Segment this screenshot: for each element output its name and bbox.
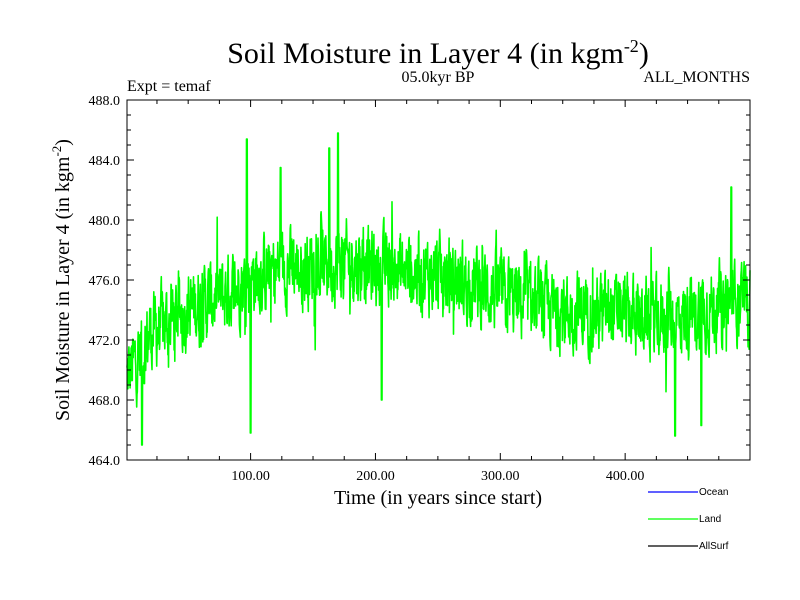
x-axis-label: Time (in years since start) [334,487,542,509]
y-tick-label: 468.0 [89,394,121,409]
y-tick-label: 484.0 [89,154,121,169]
series-land-line [126,132,751,446]
subtitle-experiment: Expt = temaf [127,78,211,95]
subtitle-period: 05.0kyr BP [402,69,475,86]
y-axis-label: Soil Moisture in Layer 4 (in kgm-2) [49,139,74,421]
x-tick-label: 300.00 [481,469,520,484]
legend-label-land: Land [699,514,721,525]
legend: Ocean Land AllSurf [648,487,729,552]
y-tick-label: 488.0 [89,94,121,109]
legend-label-ocean: Ocean [699,487,728,498]
subtitle-months: ALL_MONTHS [643,69,750,86]
legend-label-allsurf: AllSurf [699,541,729,552]
y-tick-label: 476.0 [89,274,121,289]
x-tick-label: 200.00 [356,469,395,484]
axis-ticks: 464.0 468.0 472.0 476.0 480.0 484.0 488.0 100.0… [89,94,750,484]
x-tick-label: 100.00 [231,469,270,484]
y-tick-label: 472.0 [89,334,121,349]
series-layer [126,132,751,446]
x-tick-label: 400.00 [606,469,645,484]
chart-title: Soil Moisture in Layer 4 (in kgm-2) [227,36,649,70]
y-tick-label: 480.0 [89,214,121,229]
y-tick-label: 464.0 [89,454,121,469]
